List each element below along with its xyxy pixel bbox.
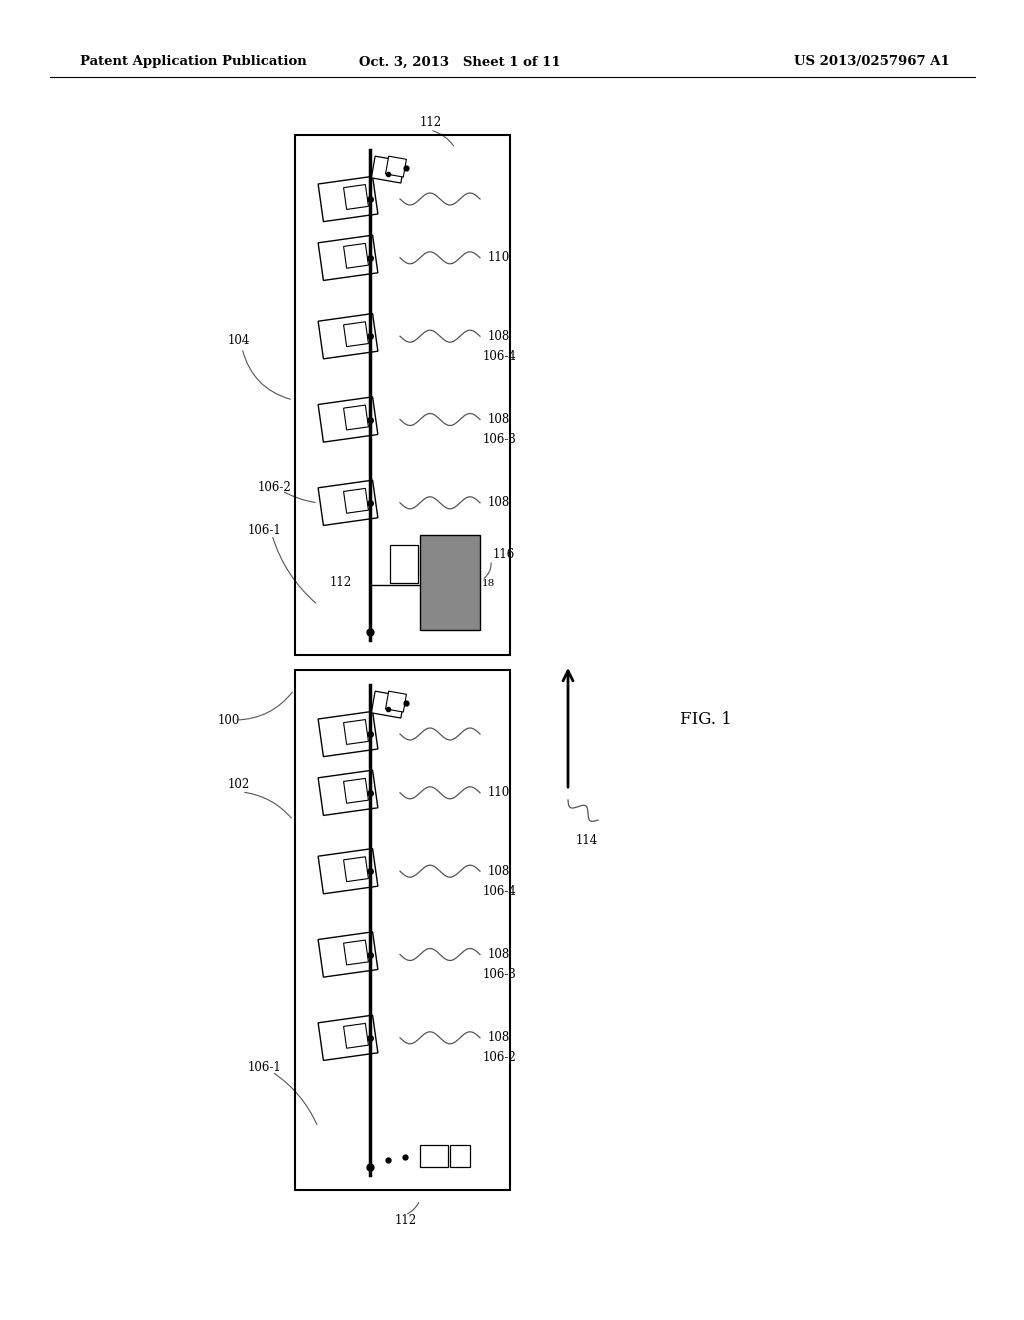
Polygon shape — [386, 156, 407, 177]
Polygon shape — [318, 480, 378, 525]
Text: 110: 110 — [488, 787, 510, 800]
Text: FIG. 1: FIG. 1 — [680, 711, 732, 729]
Text: 106-2: 106-2 — [483, 1051, 517, 1064]
Text: 112: 112 — [330, 577, 352, 590]
Text: 108: 108 — [488, 1031, 510, 1044]
Bar — [295, 671, 510, 1191]
Polygon shape — [344, 185, 369, 210]
Text: Oct. 3, 2013   Sheet 1 of 11: Oct. 3, 2013 Sheet 1 of 11 — [359, 55, 561, 69]
Text: 112: 112 — [420, 116, 442, 129]
Text: 18: 18 — [482, 578, 496, 587]
Polygon shape — [344, 1023, 369, 1048]
Text: Patent Application Publication: Patent Application Publication — [80, 55, 307, 69]
Polygon shape — [344, 488, 369, 513]
Polygon shape — [344, 322, 369, 347]
Polygon shape — [344, 405, 369, 430]
Text: 110: 110 — [488, 251, 510, 264]
Bar — [420, 535, 480, 630]
Polygon shape — [344, 857, 369, 882]
Text: 112: 112 — [395, 1213, 417, 1226]
Text: 108: 108 — [488, 413, 510, 426]
Bar — [295, 135, 510, 655]
Polygon shape — [318, 770, 378, 816]
Polygon shape — [344, 243, 369, 268]
Polygon shape — [318, 1015, 378, 1060]
Polygon shape — [372, 156, 404, 183]
Bar — [420, 1144, 449, 1167]
Text: 106-2: 106-2 — [258, 482, 292, 494]
Text: 106-4: 106-4 — [483, 884, 517, 898]
Text: 106-4: 106-4 — [483, 350, 517, 363]
Polygon shape — [344, 779, 369, 804]
Polygon shape — [318, 711, 378, 756]
Polygon shape — [318, 397, 378, 442]
Text: 116: 116 — [493, 549, 515, 561]
Text: 102: 102 — [228, 779, 250, 792]
Polygon shape — [318, 235, 378, 280]
Polygon shape — [318, 314, 378, 359]
Text: 106-3: 106-3 — [483, 433, 517, 446]
Text: 114: 114 — [575, 833, 598, 846]
Text: US 2013/0257967 A1: US 2013/0257967 A1 — [795, 55, 950, 69]
Bar — [450, 1144, 470, 1167]
Polygon shape — [318, 177, 378, 222]
Text: 108: 108 — [488, 865, 510, 878]
Polygon shape — [372, 692, 404, 718]
Text: 108: 108 — [488, 330, 510, 343]
Text: 108: 108 — [488, 948, 510, 961]
Polygon shape — [318, 932, 378, 977]
Text: 106-1: 106-1 — [248, 1061, 282, 1074]
Bar — [390, 545, 418, 583]
Text: 100: 100 — [218, 714, 241, 726]
Polygon shape — [344, 940, 369, 965]
Polygon shape — [318, 849, 378, 894]
Text: 104: 104 — [228, 334, 251, 346]
Text: 108: 108 — [488, 496, 510, 510]
Polygon shape — [386, 692, 407, 711]
Text: 106-1: 106-1 — [248, 524, 282, 537]
Text: 106-3: 106-3 — [483, 968, 517, 981]
Polygon shape — [344, 719, 369, 744]
